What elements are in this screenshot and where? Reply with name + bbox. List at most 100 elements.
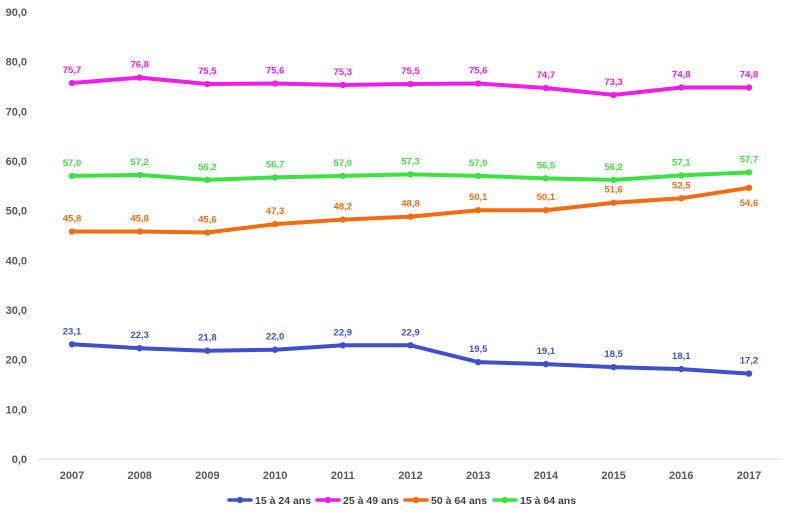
data-label: 57,3 xyxy=(401,156,420,167)
x-tick-label: 2007 xyxy=(60,470,84,482)
data-label: 56,2 xyxy=(604,162,623,173)
data-point xyxy=(610,91,617,99)
data-point xyxy=(542,175,550,182)
y-tick-label: 80,0 xyxy=(6,57,27,69)
data-point xyxy=(610,199,617,206)
legend-item: 15 à 24 ans xyxy=(227,495,311,507)
data-label: 74,8 xyxy=(740,69,759,80)
y-tick-label: 40,0 xyxy=(6,255,27,267)
x-tick-label: 2012 xyxy=(398,470,422,482)
y-tick-label: 0,0 xyxy=(12,454,27,466)
legend-label: 15 à 64 ans xyxy=(520,495,576,507)
data-label: 74,7 xyxy=(537,70,556,81)
data-point xyxy=(68,79,76,87)
data-point xyxy=(271,346,279,353)
data-label: 22,3 xyxy=(130,330,149,341)
data-point xyxy=(68,228,76,235)
y-tick-label: 60,0 xyxy=(6,156,27,168)
x-tick-label: 2014 xyxy=(534,470,559,482)
y-tick-label: 30,0 xyxy=(6,305,27,317)
data-point xyxy=(136,171,143,179)
data-point xyxy=(136,345,143,352)
data-label: 73,3 xyxy=(604,77,623,88)
legend-item: 15 à 64 ans xyxy=(492,495,576,507)
legend-item: 50 à 64 ans xyxy=(403,495,487,507)
data-label: 75,6 xyxy=(266,66,285,77)
data-point xyxy=(745,84,753,91)
data-label: 19,5 xyxy=(469,344,488,355)
data-point xyxy=(475,206,482,214)
data-label: 57,2 xyxy=(130,157,149,168)
data-point xyxy=(542,360,550,368)
legend-swatch-marker xyxy=(501,496,509,504)
data-label: 57,0 xyxy=(334,158,353,169)
x-tick-label: 2011 xyxy=(331,470,355,482)
y-tick-label: 90,0 xyxy=(6,7,27,19)
data-label: 18,5 xyxy=(604,349,623,360)
series-line xyxy=(70,342,751,376)
x-tick-label: 2016 xyxy=(669,470,693,482)
data-label: 75,3 xyxy=(334,67,353,78)
y-tick-label: 20,0 xyxy=(6,355,27,367)
data-label-layer: 23,1 22,3 21,8 22,0 22,9 22,9 19,5 19,1 18,5 18,1… xyxy=(63,60,759,367)
data-point xyxy=(204,80,211,88)
data-label: 18,1 xyxy=(672,351,691,362)
data-label: 22,9 xyxy=(334,327,353,338)
x-tick-label: 2017 xyxy=(737,470,761,482)
data-label: 48,2 xyxy=(334,202,353,213)
data-point xyxy=(271,80,279,87)
x-tick-label: 2010 xyxy=(263,470,287,482)
data-label: 51,6 xyxy=(604,185,623,196)
data-label: 21,8 xyxy=(198,333,217,344)
data-label: 23,1 xyxy=(63,326,82,337)
data-label: 57,0 xyxy=(63,158,82,169)
data-point xyxy=(542,84,550,92)
x-tick-label: 2008 xyxy=(127,470,151,482)
data-point xyxy=(678,365,685,373)
data-label: 50,1 xyxy=(537,192,556,203)
data-label: 48,8 xyxy=(401,199,420,210)
y-tick-label: 50,0 xyxy=(6,206,27,218)
data-point xyxy=(407,80,414,88)
x-tick-label: 2013 xyxy=(466,470,490,482)
axis-layer: 0,0 10,0 20,0 30,0 40,0 50,0 60,0 70,0 80,0 90,0 2… xyxy=(6,7,782,482)
data-point xyxy=(678,195,685,202)
series-line xyxy=(70,185,751,235)
data-label: 56,7 xyxy=(266,159,285,170)
data-point xyxy=(407,171,414,178)
data-point xyxy=(204,229,211,236)
data-point xyxy=(407,342,414,349)
series-layer xyxy=(68,74,753,377)
data-point xyxy=(271,220,279,228)
data-point xyxy=(204,176,211,184)
data-label: 50,1 xyxy=(469,192,488,203)
data-label: 75,7 xyxy=(63,65,82,76)
data-label: 57,7 xyxy=(740,154,759,165)
legend-label: 25 à 49 ans xyxy=(343,495,399,507)
data-label: 45,8 xyxy=(130,214,149,225)
data-label: 19,1 xyxy=(537,346,556,357)
data-label: 75,5 xyxy=(198,66,217,77)
legend-item: 25 à 49 ans xyxy=(315,495,399,507)
data-point xyxy=(610,176,617,184)
data-point xyxy=(68,172,76,180)
data-point xyxy=(610,363,617,371)
data-point xyxy=(745,370,753,377)
legend-swatch-marker xyxy=(324,496,332,504)
data-point xyxy=(136,74,143,81)
data-point xyxy=(678,172,685,179)
data-point xyxy=(339,216,346,223)
y-tick-label: 10,0 xyxy=(6,404,27,416)
data-point xyxy=(678,84,685,91)
y-tick-label: 70,0 xyxy=(6,106,27,118)
data-point xyxy=(68,341,76,348)
data-label: 54,6 xyxy=(740,198,759,209)
data-label: 75,5 xyxy=(401,66,420,77)
data-label: 17,2 xyxy=(740,356,759,367)
data-label: 47,3 xyxy=(266,206,285,217)
data-point xyxy=(204,347,211,354)
data-label: 75,6 xyxy=(469,66,488,77)
legend-swatch-marker xyxy=(236,496,244,504)
data-label: 57,0 xyxy=(469,158,488,169)
